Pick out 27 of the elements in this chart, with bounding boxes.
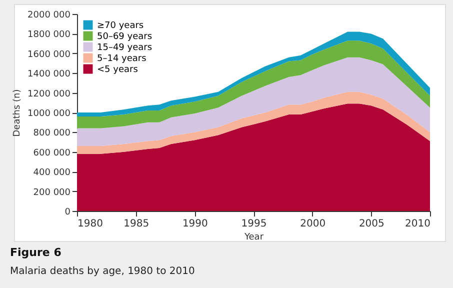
y-tick-label: 600 000 xyxy=(33,148,71,158)
text: Figure 6 xyxy=(10,246,62,259)
x-tick-label: 1980 xyxy=(78,218,103,230)
y-tick-label: 0 xyxy=(64,208,71,218)
x-tick-label: 2010 xyxy=(405,218,430,230)
x-tick-label: 2005 xyxy=(358,218,384,230)
y-tick-label: 800 000 xyxy=(33,128,71,139)
y-axis-title: Deaths (n) xyxy=(12,89,23,137)
y-tick-label: 1000 000 xyxy=(28,109,71,119)
y-tick-label: 1200 000 xyxy=(28,89,71,100)
x-tick-label: 2000 xyxy=(300,218,326,230)
x-tick-label: 1985 xyxy=(124,218,150,230)
legend-label: 50–69 years xyxy=(97,32,152,42)
y-tick-label: 200 000 xyxy=(33,188,71,198)
x-tick-label: 1990 xyxy=(182,218,208,230)
legend-label: <5 years xyxy=(97,65,138,75)
x-tick-label: 1995 xyxy=(241,218,267,230)
legend-label: 15–49 years xyxy=(97,43,152,53)
y-tick-label: 1400 000 xyxy=(28,70,71,80)
text: Malaria deaths by age, 1980 to 2010 xyxy=(10,266,195,277)
y-tick-label: 400 000 xyxy=(33,168,71,178)
y-tick-label: 1800 000 xyxy=(28,30,71,40)
legend-label: 5–14 years xyxy=(97,54,147,64)
y-tick-label: 2000 000 xyxy=(28,10,71,20)
legend-label: ≥70 years xyxy=(97,21,144,31)
y-tick-label: 1600 000 xyxy=(28,50,71,60)
x-axis-title: Year xyxy=(243,232,264,242)
